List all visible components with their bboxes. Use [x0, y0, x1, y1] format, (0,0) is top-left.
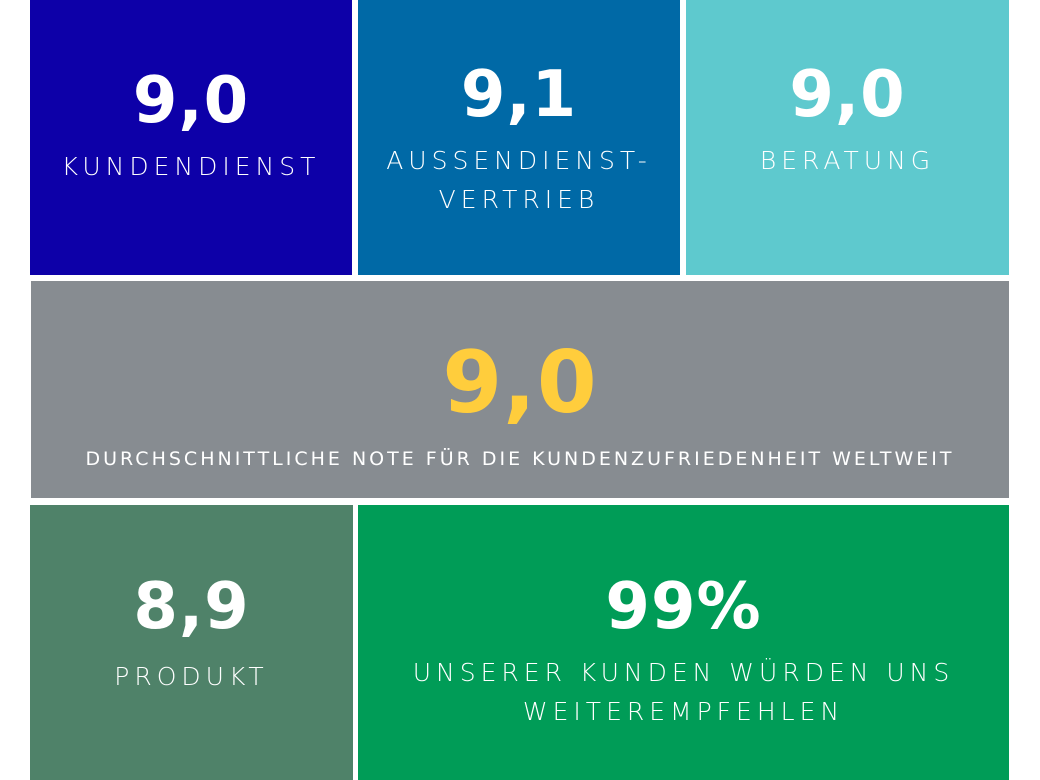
recommendation-tile: 99% UNSERER KUNDEN WÜRDEN UNS WEITEREMPF… — [358, 505, 1009, 780]
aussendienst-score: 9,1 — [460, 58, 578, 132]
average-score: 9,0 — [442, 333, 598, 433]
kundendienst-tile: 9,0 KUNDENDIENST — [30, 0, 352, 275]
aussendienst-label-line2: VERTRIEB — [438, 185, 600, 214]
beratung-tile: 9,0 BERATUNG — [686, 0, 1009, 275]
produkt-tile: 8,9 PRODUKT — [30, 505, 353, 780]
average-score-tile: 9,0 DURCHSCHNITTLICHE NOTE FÜR DIE KUNDE… — [31, 281, 1009, 498]
average-score-label: DURCHSCHNITTLICHE NOTE FÜR DIE KUNDENZUF… — [85, 448, 955, 470]
recommendation-label-line1: UNSERER KUNDEN WÜRDEN UNS — [412, 658, 955, 687]
produkt-score: 8,9 — [133, 570, 250, 644]
beratung-label: BERATUNG — [759, 146, 936, 175]
produkt-label: PRODUKT — [114, 662, 269, 691]
kundendienst-score: 9,0 — [132, 64, 250, 138]
aussendienst-tile: 9,1 AUSSENDIENST- VERTRIEB — [358, 0, 680, 275]
recommendation-label-line2: WEITEREMPFEHLEN — [522, 697, 845, 726]
kundendienst-label: KUNDENDIENST — [61, 152, 321, 181]
aussendienst-label-line1: AUSSENDIENST- — [386, 146, 652, 175]
recommendation-percentage: 99% — [605, 570, 762, 644]
beratung-score: 9,0 — [789, 58, 906, 132]
